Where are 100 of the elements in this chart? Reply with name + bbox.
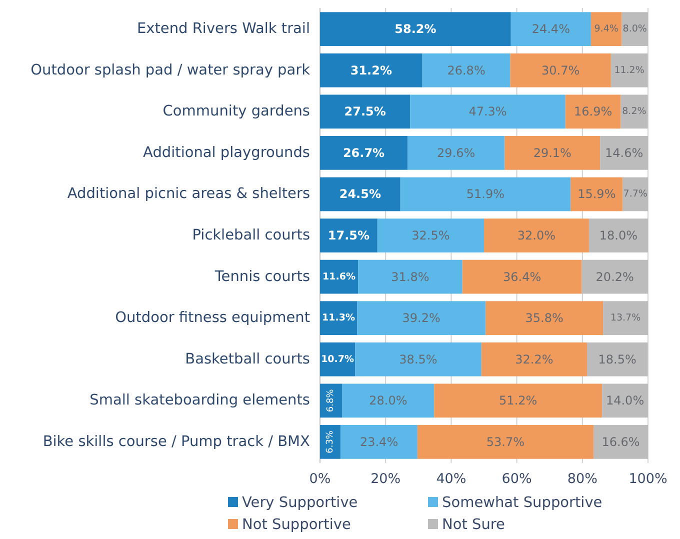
bar (342, 384, 434, 418)
bar (422, 53, 510, 88)
bar (408, 136, 505, 170)
legend-label: Not Sure (442, 517, 506, 533)
data-label: 16.9% (574, 104, 612, 119)
bar (410, 94, 566, 129)
data-label: 6.3% (325, 430, 336, 454)
bar (417, 425, 594, 459)
bar (320, 342, 356, 376)
data-label: 39.2% (402, 311, 440, 326)
data-label: 38.5% (399, 352, 438, 366)
bar (484, 218, 589, 252)
data-label: 11.2% (614, 64, 644, 76)
data-label: 8.2% (622, 106, 646, 118)
x-tick-label: 60% (502, 471, 532, 487)
y-tick-label: Additional playgrounds (143, 144, 310, 161)
bar (590, 12, 622, 46)
x-tick-label: 0% (309, 471, 331, 487)
data-label: 24.5% (339, 187, 381, 202)
data-label: 26.7% (342, 146, 385, 160)
bar (610, 53, 648, 88)
y-tick-label: Small skateboarding elements (90, 392, 310, 409)
data-label: 23.4% (360, 434, 398, 449)
data-label: 13.7% (610, 312, 641, 324)
bar (358, 260, 462, 294)
data-label: 58.2% (394, 22, 436, 36)
bar (320, 136, 408, 170)
y-tick-label: Basketball courts (185, 351, 310, 368)
data-label: 10.7% (321, 354, 355, 365)
bar (570, 177, 623, 212)
data-label: 47.3% (468, 104, 507, 119)
y-tick-label: Tennis courts (214, 268, 310, 285)
y-tick-label: Outdoor fitness equipment (115, 310, 310, 326)
y-tick-label: Pickleball courts (192, 228, 310, 244)
bar (320, 301, 358, 336)
data-label: 11.3% (322, 312, 356, 324)
bar (481, 342, 587, 376)
data-label: 32.0% (517, 228, 556, 242)
bar (510, 53, 611, 88)
bar (340, 425, 418, 459)
bar (603, 301, 648, 336)
x-tick-label: 40% (436, 471, 466, 487)
bar (357, 301, 486, 336)
bar (586, 342, 648, 376)
data-label: 8.0% (622, 24, 647, 35)
data-label: 30.7% (542, 63, 580, 78)
data-label: 32.2% (515, 352, 554, 366)
bar (320, 94, 410, 129)
data-label: 51.2% (499, 394, 538, 408)
bar (355, 342, 482, 376)
data-label: 51.9% (466, 187, 505, 202)
bar (400, 177, 571, 212)
bar (588, 218, 648, 252)
bar (377, 218, 484, 252)
data-label: 31.2% (350, 63, 392, 78)
data-label: 14.6% (604, 146, 644, 160)
y-tick-label: Outdoor splash pad / water spray park (30, 62, 311, 78)
data-label: 18.5% (598, 352, 636, 366)
x-tick-label: 20% (370, 471, 401, 487)
bar (594, 425, 648, 459)
y-tick-label: Community gardens (162, 104, 310, 120)
x-tick-label: 80% (567, 471, 598, 487)
bar (582, 260, 648, 294)
data-label: 16.6% (602, 434, 640, 449)
bar (320, 177, 400, 212)
data-label: 36.4% (502, 270, 542, 284)
bar (320, 218, 378, 252)
data-label: 11.6% (322, 271, 356, 282)
data-label: 18.0% (599, 228, 638, 242)
data-label: 24.4% (532, 22, 570, 36)
legend-label: Somewhat Supportive (442, 495, 602, 511)
legend-label: Not Supportive (242, 517, 351, 533)
data-label: 6.8% (326, 388, 336, 412)
y-tick-label: Bike skills course / Pump track / BMX (42, 434, 310, 450)
data-label: 32.5% (412, 228, 450, 242)
data-label: 35.8% (525, 311, 564, 326)
x-tick-label: 100% (628, 471, 668, 487)
bar (510, 12, 591, 46)
bar (622, 177, 648, 212)
data-label: 17.5% (328, 228, 370, 242)
bar (620, 94, 648, 129)
data-label: 15.9% (578, 187, 616, 202)
legend-label: Very Supportive (242, 495, 358, 511)
bar (320, 12, 511, 46)
data-label: 27.5% (344, 104, 386, 119)
data-label: 29.6% (437, 146, 476, 160)
bar (462, 260, 582, 294)
bar (434, 384, 602, 418)
data-label: 29.1% (533, 146, 572, 160)
bar (622, 12, 648, 46)
bar (320, 384, 342, 418)
data-label: 28.0% (369, 394, 408, 408)
data-label: 7.7% (623, 188, 648, 200)
y-tick-label: Extend Rivers Walk trail (136, 21, 310, 38)
data-label: 14.0% (606, 394, 644, 408)
bar (565, 94, 621, 129)
y-tick-label: Additional picnic areas & shelters (67, 186, 310, 202)
data-label: 20.2% (596, 270, 634, 284)
bar (320, 53, 422, 88)
bar (504, 136, 600, 170)
